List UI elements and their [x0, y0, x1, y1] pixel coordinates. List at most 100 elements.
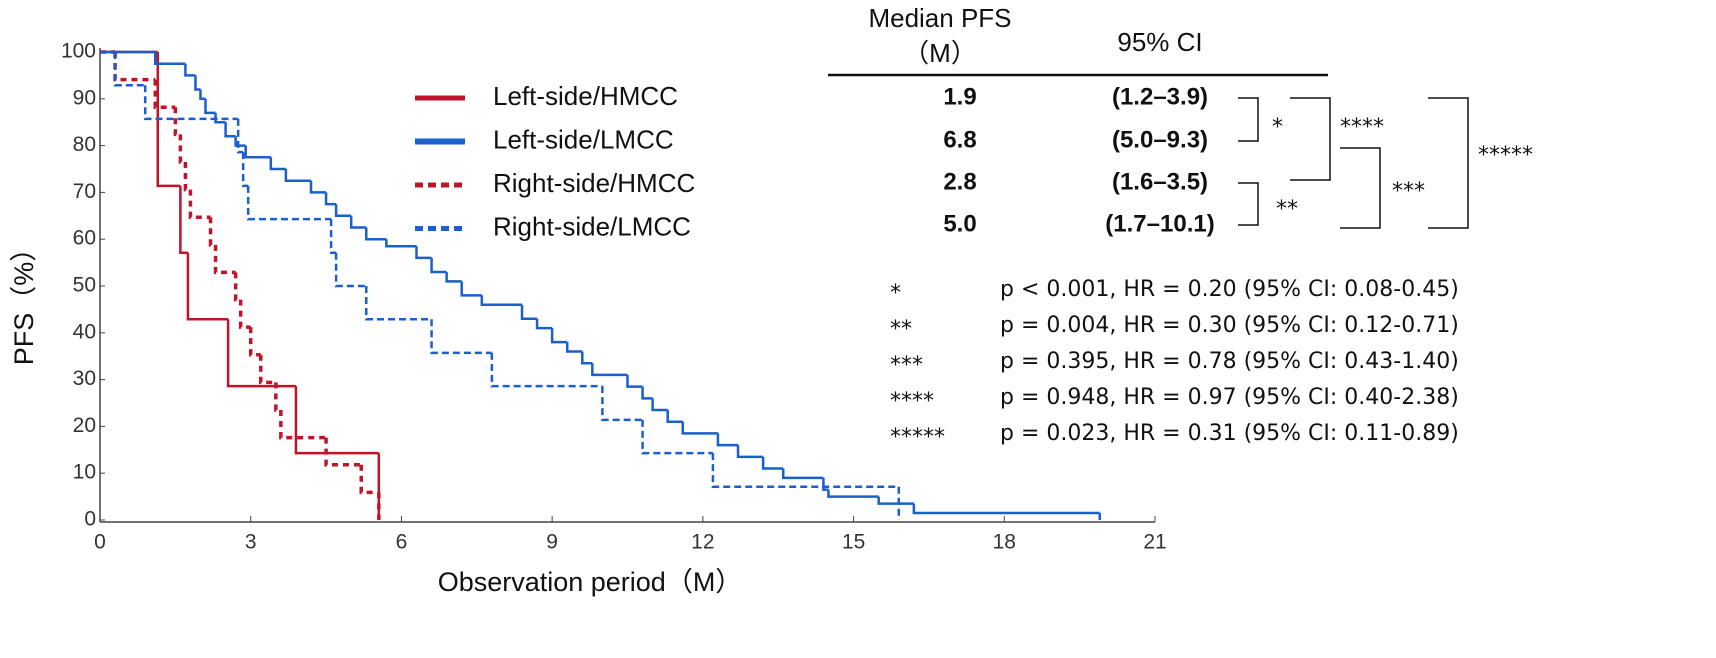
km-step	[520, 304, 538, 321]
km-step	[359, 464, 379, 495]
km-step	[179, 185, 188, 255]
table-cell: 1.9	[943, 83, 976, 110]
table-header: Median PFS	[868, 3, 1011, 33]
y-tick-label: 20	[73, 414, 96, 437]
km-step	[156, 52, 181, 188]
km-step	[445, 271, 462, 283]
x-tick-label: 18	[993, 531, 1016, 554]
km-step	[365, 286, 432, 321]
x-axis-label: Observation period（M）	[438, 567, 743, 597]
km-step	[226, 319, 296, 388]
km-step	[284, 169, 311, 182]
km-step	[581, 351, 593, 365]
km-step	[183, 161, 191, 192]
km-step	[248, 327, 261, 357]
bracket	[1428, 97, 1469, 229]
legend-label: Left-side/LMCC	[493, 124, 674, 154]
km-step	[241, 152, 249, 188]
km-step	[334, 204, 352, 218]
stat-stars: *****	[890, 425, 945, 450]
km-step	[274, 382, 281, 412]
km-step	[641, 419, 713, 455]
km-step	[234, 136, 246, 147]
km-step	[681, 421, 718, 435]
stat-text: p = 0.023, HR = 0.31 (95% CI: 0.11-0.89)	[1000, 421, 1459, 446]
km-step	[213, 244, 236, 275]
bracket-label: *	[1272, 115, 1283, 140]
legend-label: Left-side/HMCC	[493, 81, 678, 111]
km-step	[199, 89, 206, 101]
km-step	[877, 496, 914, 505]
x-tick-label: 12	[691, 531, 714, 554]
y-tick-label: 70	[73, 180, 96, 203]
km-step	[113, 52, 146, 87]
bracket	[1340, 147, 1381, 229]
x-tick-label: 6	[396, 531, 408, 554]
km-step	[601, 386, 643, 422]
km-step	[711, 453, 899, 489]
table-header: 95% CI	[1117, 27, 1202, 57]
table-cell: (5.0–9.3)	[1112, 126, 1208, 153]
km-step	[490, 352, 603, 388]
stat-stars: ***	[890, 353, 923, 378]
km-step	[480, 295, 522, 306]
km-step	[236, 118, 244, 154]
km-step	[233, 272, 241, 302]
km-step	[827, 489, 879, 498]
km-step	[214, 112, 226, 124]
km-step	[173, 107, 181, 137]
bracket-label: ***	[1392, 179, 1425, 204]
km-step	[154, 52, 186, 65]
legend-label: Right-side/LMCC	[493, 211, 691, 241]
km-step	[912, 503, 1100, 515]
km-step	[565, 342, 583, 353]
bracket-label: *****	[1478, 143, 1533, 168]
y-tick-label: 40	[73, 320, 96, 343]
y-tick-label: 80	[73, 133, 96, 156]
km-step	[550, 328, 568, 344]
y-tick-label: 90	[73, 86, 96, 109]
x-tick-label: 15	[842, 531, 865, 554]
stat-text: p = 0.395, HR = 0.78 (95% CI: 0.43-1.40)	[1000, 349, 1459, 374]
y-tick-label: 60	[73, 227, 96, 250]
stat-stars: **	[890, 317, 912, 342]
bracket	[1290, 97, 1331, 181]
km-step	[238, 299, 251, 329]
table-cell: 5.0	[943, 210, 976, 237]
bracket	[1238, 97, 1259, 142]
km-step	[188, 189, 211, 219]
y-axis-label: PFS（%）	[9, 235, 39, 366]
km-step	[153, 79, 176, 109]
y-tick-label: 0	[84, 508, 96, 531]
km-step	[365, 227, 387, 241]
stat-stars: *	[890, 281, 901, 306]
km-step	[651, 398, 668, 412]
km-step	[194, 75, 201, 91]
km-step	[334, 252, 367, 288]
km-step	[329, 219, 337, 255]
y-tick-label: 30	[73, 367, 96, 390]
km-step	[626, 374, 643, 388]
y-tick-label: 100	[61, 40, 96, 63]
km-step	[591, 363, 628, 377]
km-step	[761, 456, 784, 470]
km-step	[186, 252, 229, 321]
km-step	[204, 98, 216, 115]
km-step	[324, 437, 362, 467]
stat-text: p = 0.004, HR = 0.30 (95% CI: 0.12-0.71)	[1000, 313, 1459, 338]
bracket-label: **	[1276, 197, 1298, 222]
km-step	[460, 281, 482, 297]
km-step	[349, 215, 367, 229]
km-step	[535, 318, 553, 330]
stat-stars: ****	[890, 389, 934, 414]
bracket-label: ****	[1340, 115, 1384, 140]
km-step	[224, 122, 236, 138]
y-tick-label: 10	[73, 461, 96, 484]
km-step	[309, 180, 327, 194]
y-tick-label: 50	[73, 274, 96, 297]
table-cell: 2.8	[943, 168, 976, 195]
x-tick-label: 9	[546, 531, 558, 554]
km-step	[641, 386, 653, 400]
km-step	[208, 217, 216, 247]
